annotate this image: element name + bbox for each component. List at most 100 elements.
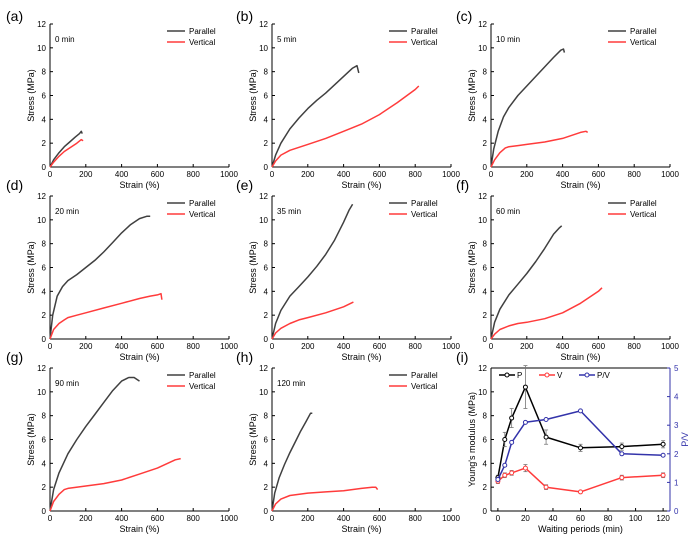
data-point (543, 484, 549, 490)
y-axis-label: Stress (MPa) (248, 241, 258, 294)
x-tick-label: 1000 (661, 342, 679, 351)
x-tick-label: 0 (489, 170, 494, 179)
data-point (522, 465, 528, 471)
y-tick-label: 12 (259, 20, 268, 29)
data-point (660, 472, 666, 478)
x-tick-label: 600 (373, 514, 387, 523)
data-point (502, 472, 508, 478)
x-tick-label: 40 (549, 514, 558, 523)
x-axis-label: Strain (%) (341, 352, 381, 362)
data-point (619, 451, 625, 457)
y-tick-label: 2 (483, 311, 488, 320)
y-tick-label: 2 (483, 483, 488, 492)
y-tick-label: 10 (259, 388, 268, 397)
y2-tick-label: 2 (674, 450, 679, 459)
x-axis-label: Strain (%) (119, 180, 159, 190)
legend-label: Parallel (189, 371, 216, 380)
x-tick-label: 800 (409, 342, 423, 351)
x-tick-label: 800 (628, 342, 642, 351)
y-tick-label: 8 (264, 240, 269, 249)
x-tick-label: 800 (628, 170, 642, 179)
y2-axis-label: P/V (680, 432, 690, 447)
y-tick-label: 12 (37, 20, 46, 29)
legend-label: Vertical (189, 382, 215, 391)
data-point (543, 416, 549, 422)
y-tick-label: 6 (483, 264, 488, 273)
panel-a: (a) 0 200 400 600 800 1000 0 2 4 6 8 10 12 Strain (%) S… (6, 8, 238, 190)
y-tick-label: 4 (483, 115, 488, 124)
legend-marker (584, 372, 590, 378)
panel-label: (a) (6, 8, 23, 24)
x-tick-label: 800 (187, 170, 201, 179)
y-tick-label: 10 (37, 388, 46, 397)
y-tick-label: 12 (478, 192, 487, 201)
panel-e: (e) 0 200 400 600 800 1000 0 2 4 6 8 10 12 Strain (%) S… (236, 177, 460, 362)
legend-label: Vertical (189, 210, 215, 219)
y-tick-label: 2 (264, 483, 269, 492)
y-tick-label: 10 (37, 216, 46, 225)
y-axis-label: Stress (MPa) (248, 413, 258, 466)
panel-label: (b) (236, 8, 253, 24)
legend-label: P/V (597, 371, 611, 380)
curve-vertical (49, 138, 84, 168)
x-tick-label: 600 (373, 170, 387, 179)
y-tick-label: 2 (42, 483, 47, 492)
legend-label: Parallel (189, 199, 216, 208)
y-axis-label: Stress (MPa) (26, 69, 36, 122)
series-line-pv (497, 410, 664, 480)
data-point (578, 489, 583, 495)
y-axis-label: Young's modulus (MPa) (467, 392, 477, 487)
x-tick-label: 400 (337, 170, 351, 179)
x-tick-label: 1000 (442, 170, 460, 179)
y-tick-label: 12 (259, 192, 268, 201)
x-tick-label: 200 (520, 170, 534, 179)
y-tick-label: 8 (42, 412, 47, 421)
y-tick-label: 2 (483, 139, 488, 148)
y-tick-label: 8 (42, 240, 47, 249)
x-tick-label: 0 (48, 170, 53, 179)
x-axis-label: Strain (%) (341, 524, 381, 534)
curve-vertical (271, 85, 420, 168)
series-line-p (497, 386, 664, 478)
panel-b: (b) 0 200 400 600 800 1000 0 2 4 6 8 10 12 Strain (%) S… (236, 8, 460, 190)
x-tick-label: 0 (48, 342, 53, 351)
x-tick-label: 400 (556, 342, 570, 351)
y-tick-label: 4 (483, 287, 488, 296)
data-point (502, 462, 508, 468)
time-annotation: 5 min (277, 35, 297, 44)
data-point (578, 445, 583, 451)
y-tick-label: 10 (37, 44, 46, 53)
time-annotation: 90 min (55, 379, 79, 388)
legend-label: Parallel (411, 27, 438, 36)
panel-label: (f) (456, 177, 469, 193)
x-tick-label: 600 (151, 170, 165, 179)
y-tick-label: 8 (42, 68, 47, 77)
legend-label: Vertical (411, 382, 437, 391)
legend-label: Parallel (411, 199, 438, 208)
x-tick-label: 400 (337, 514, 351, 523)
y-tick-label: 0 (483, 507, 488, 516)
y-tick-label: 8 (483, 68, 488, 77)
y-tick-label: 2 (42, 311, 47, 320)
curve-parallel (49, 215, 151, 340)
x-axis-label: Strain (%) (119, 352, 159, 362)
y-tick-label: 6 (42, 92, 47, 101)
x-tick-label: 800 (187, 342, 201, 351)
curve-parallel (271, 203, 354, 340)
x-tick-label: 0 (489, 342, 494, 351)
y-tick-label: 0 (264, 163, 269, 172)
data-point (495, 477, 501, 483)
data-point (509, 439, 515, 445)
y-tick-label: 12 (478, 364, 487, 373)
y2-tick-label: 5 (674, 364, 679, 373)
time-annotation: 0 min (55, 35, 75, 44)
y-tick-label: 0 (264, 507, 269, 516)
y-tick-label: 0 (483, 335, 488, 344)
x-tick-label: 0 (270, 514, 275, 523)
x-axis-label: Waiting periods (min) (538, 524, 623, 534)
x-tick-label: 600 (592, 170, 606, 179)
y-tick-label: 12 (37, 364, 46, 373)
y2-tick-label: 3 (674, 421, 679, 430)
y-tick-label: 6 (264, 92, 269, 101)
